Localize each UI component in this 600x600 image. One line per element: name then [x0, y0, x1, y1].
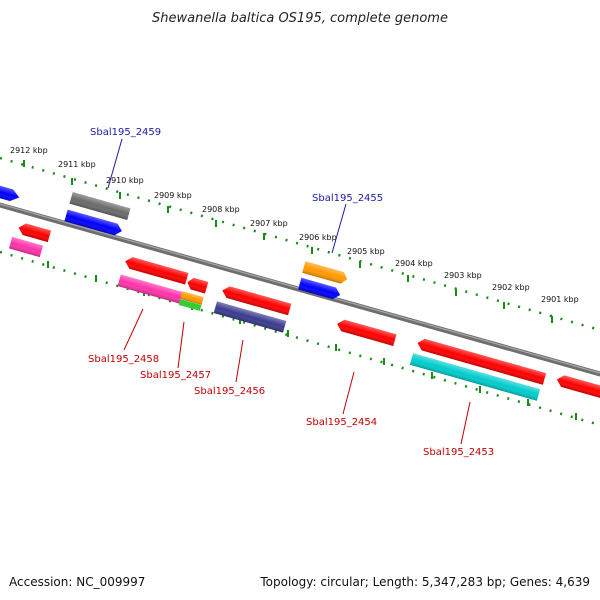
tick-label-2904: 2904 kbp	[395, 259, 433, 268]
tick-label-2907: 2907 kbp	[250, 219, 288, 228]
label-sbal195-2455[interactable]: Sbal195_2455	[312, 193, 383, 204]
gene-sbal195-2458-pink[interactable]	[117, 274, 183, 304]
gene-sbal195-2455-orange[interactable]	[302, 261, 349, 285]
gene-pink-left-edge[interactable]	[8, 236, 44, 258]
gene-blue-left-edge[interactable]	[0, 182, 21, 203]
tick-label-2908: 2908 kbp	[202, 205, 240, 214]
gene-red-right-edge[interactable]	[555, 374, 600, 399]
leader-sbal195-2455	[331, 203, 347, 254]
tick-label-2909: 2909 kbp	[154, 191, 192, 200]
lower-tick-track	[0, 250, 600, 427]
gene-sbal195-2457-green[interactable]	[178, 299, 202, 311]
footer-topology: Topology: circular; Length: 5,347,283 bp…	[259, 575, 590, 589]
label-sbal195-2458[interactable]: Sbal195_2458	[88, 354, 159, 365]
leader-sbal195-2456	[235, 339, 244, 383]
leader-sbal195-2457	[177, 321, 185, 369]
leader-sbal195-2453	[460, 401, 471, 445]
leader-sbal195-2459	[107, 138, 123, 189]
tick-label-2903: 2903 kbp	[444, 271, 482, 280]
gene-sbal195-2459-gray[interactable]	[69, 192, 131, 220]
tick-label-2906: 2906 kbp	[299, 233, 337, 242]
leader-sbal195-2454	[342, 371, 355, 415]
footer-accession: Accession: NC_009997	[9, 575, 145, 589]
label-sbal195-2459[interactable]: Sbal195_2459	[90, 127, 161, 138]
label-sbal195-2453[interactable]: Sbal195_2453	[423, 447, 494, 458]
gene-red-2453-upper[interactable]	[416, 337, 547, 385]
map-title: Shewanella baltica OS195, complete genom…	[152, 11, 448, 26]
gene-sbal195-2457-orange[interactable]	[180, 291, 204, 305]
label-sbal195-2456[interactable]: Sbal195_2456	[194, 386, 265, 397]
gene-sbal195-2455-blue[interactable]	[298, 277, 342, 301]
kbp-labels: 2912 kbp 2911 kbp 2910 kbp 2909 kbp 2908…	[10, 146, 579, 304]
gene-red-2458-upper[interactable]	[124, 256, 189, 285]
tick-label-2911: 2911 kbp	[58, 160, 96, 169]
upper-tick-track	[0, 156, 600, 332]
tick-label-2902: 2902 kbp	[492, 283, 530, 292]
tick-label-2912: 2912 kbp	[10, 146, 48, 155]
upper-major-ticks	[23, 160, 553, 323]
leader-sbal195-2458	[123, 308, 144, 351]
tick-label-2901: 2901 kbp	[541, 295, 579, 304]
label-sbal195-2454[interactable]: Sbal195_2454	[306, 417, 377, 428]
gene-red-2456-upper[interactable]	[221, 285, 292, 316]
gene-sbal195-2454-red[interactable]	[335, 318, 397, 346]
gene-sbal195-2456-slate[interactable]	[213, 301, 287, 333]
gene-sbal195-2459-blue[interactable]	[64, 209, 123, 237]
gene-red-left-small[interactable]	[17, 222, 52, 243]
label-sbal195-2457[interactable]: Sbal195_2457	[140, 370, 211, 381]
lower-major-ticks	[47, 261, 577, 420]
tick-label-2905: 2905 kbp	[347, 247, 385, 256]
gene-red-2457-upper[interactable]	[186, 277, 209, 294]
gene-sbal195-2453-cyan[interactable]	[409, 353, 541, 401]
tick-label-2910: 2910 kbp	[106, 176, 144, 185]
